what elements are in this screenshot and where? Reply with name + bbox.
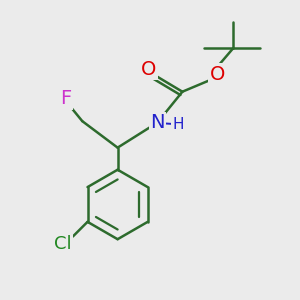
Text: N: N	[150, 113, 165, 132]
Text: Cl: Cl	[54, 235, 71, 253]
Text: O: O	[210, 64, 225, 83]
Text: F: F	[61, 89, 72, 108]
Text: H: H	[172, 117, 184, 132]
Text: O: O	[141, 59, 157, 79]
